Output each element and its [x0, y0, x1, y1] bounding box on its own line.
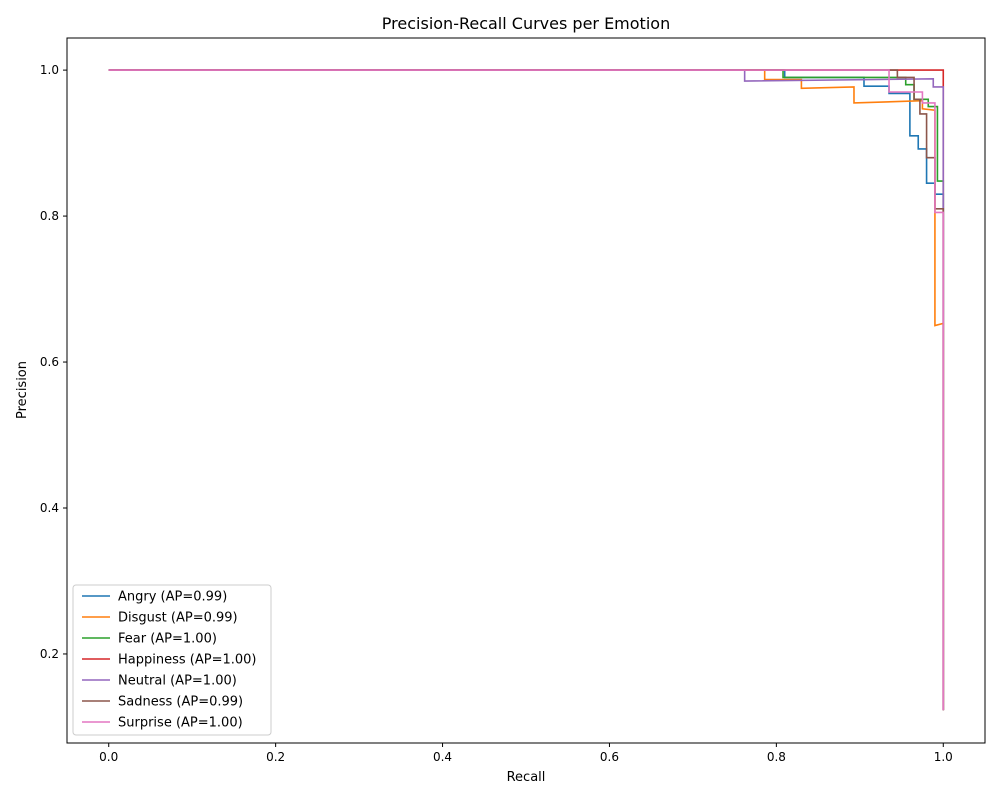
series-line-2	[108, 69, 945, 711]
y-axis: 0.2 0.4 0.6 0.8 1.0	[40, 63, 67, 661]
x-tick-label: 0.2	[266, 750, 285, 764]
legend-label: Happiness (AP=1.00)	[118, 653, 257, 668]
legend-label: Angry (AP=0.99)	[118, 590, 227, 605]
x-axis: 0.0 0.2 0.4 0.6 0.8 1.0	[99, 743, 953, 764]
x-tick-label: 1.0	[934, 750, 953, 764]
x-tick-label: 0.0	[99, 750, 118, 764]
curves-group	[108, 69, 945, 711]
legend-label: Disgust (AP=0.99)	[118, 611, 238, 626]
chart-title: Precision-Recall Curves per Emotion	[382, 14, 670, 33]
legend-label: Fear (AP=1.00)	[118, 632, 217, 647]
y-tick-label: 0.6	[40, 355, 59, 369]
y-axis-title: Precision	[15, 361, 30, 419]
y-tick-label: 0.2	[40, 647, 59, 661]
plot-frame	[66, 37, 986, 744]
legend-label: Sadness (AP=0.99)	[118, 695, 243, 710]
series-line-7	[108, 69, 945, 711]
y-tick-label: 0.8	[40, 209, 59, 223]
legend-label: Surprise (AP=1.00)	[118, 716, 243, 731]
y-tick-label: 0.4	[40, 501, 59, 515]
x-tick-label: 0.8	[767, 750, 786, 764]
x-axis-title: Recall	[507, 770, 546, 785]
legend-frame	[72, 584, 272, 736]
x-tick-label: 0.4	[433, 750, 452, 764]
legend: Angry (AP=0.99) Disgust (AP=0.99) Fear (AP…	[72, 584, 272, 736]
y-tick-label: 1.0	[40, 63, 59, 77]
x-tick-label: 0.6	[600, 750, 619, 764]
legend-label: Neutral (AP=1.00)	[118, 674, 237, 689]
